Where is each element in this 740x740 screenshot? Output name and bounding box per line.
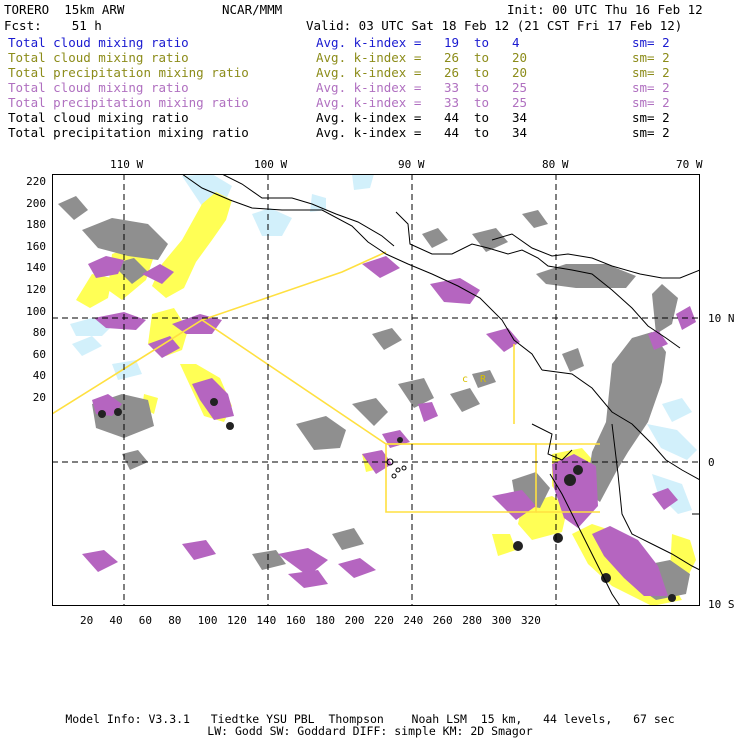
legend-index-to-word: to xyxy=(474,65,490,80)
map-label-r: R xyxy=(480,374,487,385)
purple-cloud-layer xyxy=(82,256,696,596)
legend-field-name: Total cloud mixing ratio xyxy=(8,110,189,125)
legend-smoothing: sm= 2 xyxy=(632,95,670,110)
legend-smoothing: sm= 2 xyxy=(632,80,670,95)
left-y-label: 200 xyxy=(26,196,46,210)
legend-index-to-word: to xyxy=(474,80,490,95)
legend-index-from: 26 xyxy=(444,50,460,65)
legend-index-to: 20 xyxy=(512,65,528,80)
legend-index-label: Avg. k-index = xyxy=(316,110,422,125)
left-y-label: 180 xyxy=(26,218,46,232)
map-label-c: c xyxy=(462,374,468,385)
map-frame xyxy=(52,174,700,606)
legend-index-from: 33 xyxy=(444,80,460,95)
top-lon-label: 80 W xyxy=(542,158,569,171)
legend-index-label: Avg. k-index = xyxy=(316,80,422,95)
bottom-x-label: 60 xyxy=(138,614,153,627)
top-lon-label: 90 W xyxy=(398,158,425,171)
top-lon-label: 100 W xyxy=(254,158,288,171)
legend-index-from: 44 xyxy=(444,125,460,140)
bottom-x-label: 160 xyxy=(285,614,306,627)
left-y-label: 140 xyxy=(26,261,46,275)
legend-index-to-word: to xyxy=(474,35,490,50)
top-lon-label: 70 W xyxy=(676,158,703,171)
legend-index-to: 20 xyxy=(512,50,528,65)
legend-field-name: Total cloud mixing ratio xyxy=(8,35,189,50)
grid-lines xyxy=(52,174,700,606)
right-lat-label: 10 S xyxy=(708,598,735,611)
legend-index-to: 34 xyxy=(512,125,528,140)
legend-index-to: 25 xyxy=(512,80,528,95)
right-lat-label: 0 xyxy=(708,456,715,469)
bottom-x-label: 240 xyxy=(403,614,424,627)
bottom-x-label: 320 xyxy=(521,614,541,627)
legend-index-to: 34 xyxy=(512,110,528,125)
legend-index-to: 25 xyxy=(512,95,528,110)
yellow-domain-outline xyxy=(52,251,600,513)
left-y-label: 100 xyxy=(26,304,46,318)
legend-index-from: 33 xyxy=(444,95,460,110)
legend-smoothing: sm= 2 xyxy=(632,65,670,80)
init-time: Init: 00 UTC Thu 16 Feb 12 xyxy=(507,2,703,17)
organization: NCAR/MMM xyxy=(222,2,283,17)
footer-model-info: Model Info: V3.3.1 Tiedtke YSU PBL Thomp… xyxy=(65,712,675,726)
left-y-label: 20 xyxy=(32,391,46,404)
legend-index-label: Avg. k-index = xyxy=(316,65,422,80)
black-cloud-cores xyxy=(98,398,676,602)
legend-smoothing: sm= 2 xyxy=(632,50,670,65)
valid-time: Valid: 03 UTC Sat 18 Feb 12 (21 CST Fri … xyxy=(306,18,683,33)
left-y-label: 220 xyxy=(26,175,46,188)
bottom-x-label: 280 xyxy=(462,614,483,627)
legend-field-name: Total precipitation mixing ratio xyxy=(8,65,249,80)
legend-index-to-word: to xyxy=(474,125,490,140)
legend-index-label: Avg. k-index = xyxy=(316,35,422,50)
left-y-label: 80 xyxy=(32,326,46,340)
legend-index-label: Avg. k-index = xyxy=(316,50,422,65)
footer-physics-info: LW: Godd SW: Goddard DIFF: simple KM: 2D… xyxy=(207,724,533,738)
legend-index-from: 19 xyxy=(444,35,460,50)
legend-index-from: 26 xyxy=(444,65,460,80)
bottom-x-label: 180 xyxy=(315,614,336,627)
bottom-x-label: 200 xyxy=(344,614,365,627)
bottom-x-label: 100 xyxy=(197,614,218,627)
model-name: TORERO 15km ARW xyxy=(4,2,125,17)
legend-smoothing: sm= 2 xyxy=(632,35,670,50)
legend-index-to: 4 xyxy=(512,35,520,50)
bottom-x-label: 300 xyxy=(491,614,512,627)
bottom-x-label: 220 xyxy=(374,614,394,627)
legend-index-to-word: to xyxy=(474,50,490,65)
coastlines xyxy=(181,174,700,606)
legend-index-label: Avg. k-index = xyxy=(316,125,422,140)
legend-index-from: 44 xyxy=(444,110,460,125)
bottom-x-label: 120 xyxy=(227,614,247,627)
legend-smoothing: sm= 2 xyxy=(632,125,670,140)
legend-index-label: Avg. k-index = xyxy=(316,95,422,110)
legend-field-name: Total precipitation mixing ratio xyxy=(8,125,249,140)
legend-field-name: Total cloud mixing ratio xyxy=(8,80,189,95)
bottom-x-label: 140 xyxy=(256,614,277,627)
legend-field-name: Total cloud mixing ratio xyxy=(8,50,189,65)
top-lon-label: 110 W xyxy=(110,158,144,171)
right-lat-label: 10 N xyxy=(708,312,735,325)
bottom-x-label: 20 xyxy=(80,614,94,627)
bottom-x-label: 260 xyxy=(432,614,453,627)
left-y-label: 160 xyxy=(26,239,46,253)
legend-smoothing: sm= 2 xyxy=(632,110,670,125)
bottom-x-label: 40 xyxy=(109,614,123,627)
left-y-label: 120 xyxy=(26,283,46,296)
legend-index-to-word: to xyxy=(474,110,490,125)
left-y-label: 60 xyxy=(32,347,46,361)
forecast-hour: Fcst: 51 h xyxy=(4,18,102,33)
bottom-x-label: 80 xyxy=(168,614,182,627)
left-y-label: 40 xyxy=(32,369,46,383)
legend-field-name: Total precipitation mixing ratio xyxy=(8,95,249,110)
legend-index-to-word: to xyxy=(474,95,490,110)
map-plot: c R xyxy=(52,174,700,606)
